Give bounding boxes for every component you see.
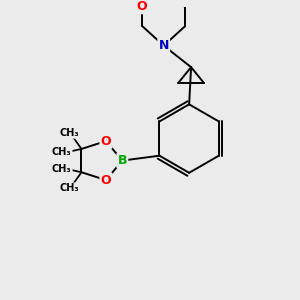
Text: O: O <box>137 0 148 13</box>
Text: CH₃: CH₃ <box>52 148 71 158</box>
Text: CH₃: CH₃ <box>52 164 71 174</box>
Text: N: N <box>158 39 169 52</box>
Text: CH₃: CH₃ <box>60 184 80 194</box>
Text: O: O <box>100 135 111 148</box>
Text: B: B <box>118 154 127 167</box>
Text: O: O <box>100 174 111 187</box>
Text: CH₃: CH₃ <box>60 128 80 138</box>
